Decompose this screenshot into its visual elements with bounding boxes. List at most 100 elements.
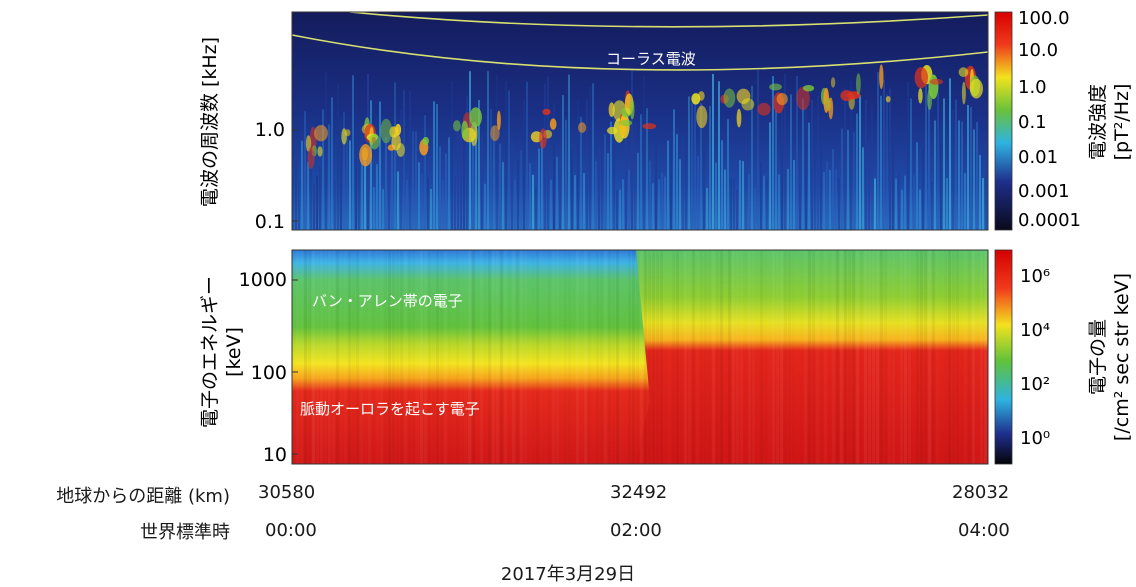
wave-stripe: [568, 74, 570, 230]
flux-texture-stripe: [660, 250, 663, 464]
wave-stripe: [808, 122, 810, 230]
wave-stripe: [964, 173, 966, 230]
flux-texture-stripe: [884, 250, 887, 464]
flux-texture-stripe: [768, 250, 771, 464]
pulsating-aurora-electrons-label: 脈動オーロラを起こす電子: [300, 400, 480, 418]
wave-stripe: [553, 103, 555, 230]
flux-texture-stripe: [344, 250, 347, 464]
wave-blob: [885, 96, 891, 103]
wave-stripe: [304, 111, 306, 230]
wave-stripe: [592, 83, 594, 230]
wave-stripe: [505, 81, 507, 231]
wave-stripe: [451, 81, 453, 230]
flux-texture-stripe: [296, 250, 299, 464]
wave-blob: [606, 126, 618, 135]
wave-stripe: [679, 159, 681, 230]
wave-stripe: [496, 74, 498, 231]
wave-blob: [629, 99, 635, 120]
wave-stripe: [817, 95, 819, 231]
wave-blob: [542, 108, 551, 115]
wave-stripe: [691, 102, 693, 230]
flux-colorbar-label: 電子の量 [/cm² sec str keV]: [1087, 273, 1133, 441]
flux-y-axis-label-line2: [keV]: [223, 327, 245, 377]
wave-blob: [314, 125, 328, 142]
flux-texture-stripe: [504, 250, 507, 464]
wave-blob: [578, 122, 587, 133]
wave-colorbar-label-line2: [pT²/Hz]: [1111, 84, 1133, 161]
wave-stripe: [670, 134, 672, 230]
wave-stripe: [460, 134, 462, 230]
flux-texture-stripe: [360, 250, 363, 464]
wave-stripe: [985, 141, 987, 230]
wave-stripe: [904, 175, 906, 230]
wave-stripe: [931, 181, 933, 230]
flux-texture-stripe: [932, 250, 935, 464]
wave-stripe: [439, 146, 441, 230]
wave-stripe: [580, 116, 582, 230]
flux-texture-stripe: [864, 250, 867, 464]
wave-stripe: [595, 160, 597, 230]
wave-stripe: [577, 100, 579, 230]
wave-stripe: [643, 76, 645, 230]
lower-frequency-line: [291, 34, 989, 71]
wave-blob: [396, 143, 405, 157]
wave-stripe: [601, 116, 603, 230]
wave-blob: [769, 83, 782, 91]
wave-stripe: [871, 105, 873, 230]
flux-texture-stripe: [500, 250, 503, 464]
flux-texture-stripe: [968, 250, 971, 464]
flux-texture-stripe: [688, 250, 691, 464]
flux-texture-stripe: [336, 250, 339, 464]
flux-texture-stripe: [848, 250, 851, 464]
wave-cb-tick-0: 100.0: [1018, 8, 1070, 29]
flux-texture-stripe: [700, 250, 703, 464]
flux-texture-stripe: [448, 250, 451, 464]
wave-stripe: [535, 186, 537, 230]
flux-texture-stripe: [656, 250, 659, 464]
wave-stripe: [325, 71, 327, 230]
flux-texture-stripe: [488, 250, 491, 464]
wave-stripe: [886, 94, 888, 230]
wave-stripe: [847, 129, 849, 230]
wave-stripe: [949, 78, 951, 230]
wave-blob: [776, 93, 788, 106]
wave-blob: [796, 86, 810, 111]
flux-texture-stripe: [904, 250, 907, 464]
wave-blob: [856, 73, 861, 95]
wave-cb-tick-1: 10.0: [1018, 40, 1058, 61]
wave-stripe: [466, 95, 468, 231]
wave-stripe: [976, 122, 978, 230]
wave-stripe: [352, 75, 354, 230]
flux-texture-stripe: [760, 250, 763, 464]
wave-stripe: [436, 103, 438, 230]
flux-texture-stripe: [880, 250, 883, 464]
flux-texture-stripe: [380, 250, 383, 464]
wave-stripe: [883, 79, 885, 231]
wave-stripe: [832, 149, 834, 230]
wave-stripe: [751, 85, 753, 230]
wave-stripe: [946, 178, 948, 230]
flux-texture-stripe: [528, 250, 531, 464]
wave-blob: [620, 119, 633, 127]
flux-texture-stripe: [496, 250, 499, 464]
flux-texture-stripe: [648, 250, 651, 464]
wave-stripe: [346, 135, 348, 230]
flux-texture-stripe: [460, 250, 463, 464]
wave-stripe: [361, 161, 363, 230]
flux-texture-stripe: [948, 250, 951, 464]
flux-texture-stripe: [784, 250, 787, 464]
wave-stripe: [502, 162, 504, 230]
flux-texture-stripe: [452, 250, 455, 464]
wave-blob: [359, 144, 372, 167]
flux-texture-stripe: [816, 250, 819, 464]
flux-texture-stripe: [388, 250, 391, 464]
flux-y-tick-10: 10: [263, 444, 287, 466]
wave-stripe: [385, 137, 387, 230]
wave-cb-tick-4: 0.01: [1018, 147, 1058, 168]
flux-texture-stripe: [372, 250, 375, 464]
flux-colorbar-label-line2: [/cm² sec str keV]: [1111, 273, 1133, 441]
flux-texture-stripe: [628, 250, 631, 464]
wave-stripe: [355, 130, 357, 230]
flux-texture-stripe: [908, 250, 911, 464]
flux-cb-tick-0: 10⁶: [1020, 266, 1050, 287]
